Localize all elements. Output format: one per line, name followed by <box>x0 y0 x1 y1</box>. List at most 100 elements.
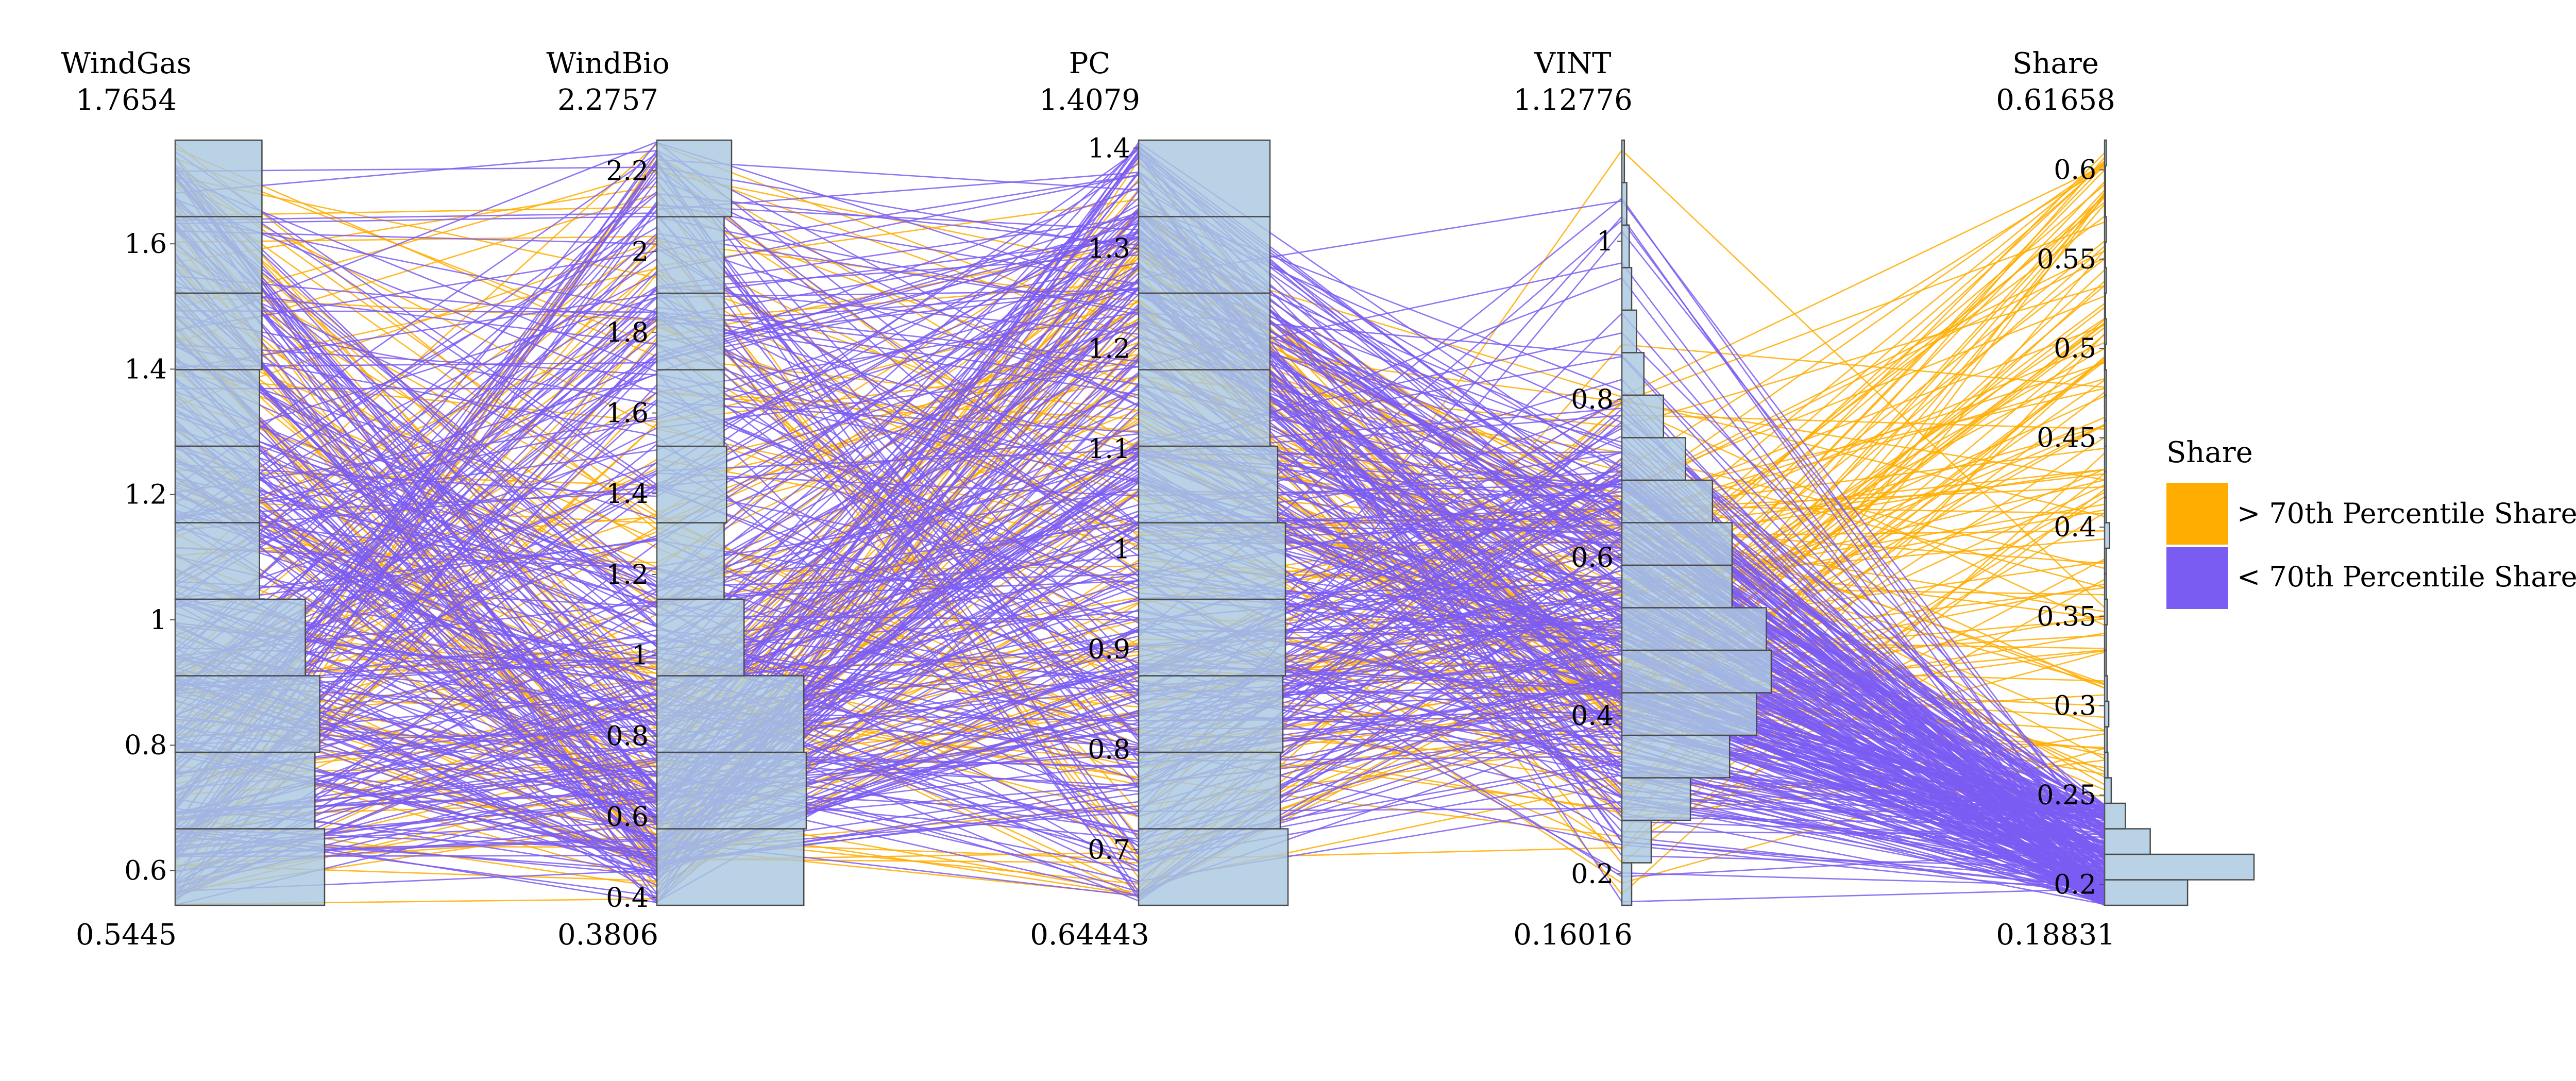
histogram-bar <box>1621 309 1637 353</box>
histogram-bar <box>174 139 263 217</box>
tick-label: 0.2 <box>1571 859 1614 890</box>
histogram-bar <box>656 522 725 600</box>
tick-label: 0.6 <box>606 802 649 833</box>
histogram-bar <box>656 675 805 753</box>
tick-label: 0.2 <box>2054 870 2096 901</box>
histogram-bar <box>1621 734 1731 779</box>
histogram-bar <box>174 369 260 447</box>
histogram-bar <box>656 445 727 523</box>
histogram-bar <box>174 216 263 294</box>
histogram-bar <box>1621 522 1733 566</box>
axis-name: VINT <box>1534 47 1612 80</box>
histogram-bar <box>1621 607 1767 651</box>
legend-title: Share <box>2166 436 2253 469</box>
tick-label: 1.4 <box>124 354 167 385</box>
histogram-bar <box>174 522 260 600</box>
histogram-bar <box>656 216 725 294</box>
tick-label: 0.4 <box>606 883 649 914</box>
tick-label: 2 <box>632 237 649 267</box>
tick-label: 1.3 <box>1088 233 1130 264</box>
tick-label: 1.2 <box>124 480 167 511</box>
axis-max-label: 1.7654 <box>76 83 177 117</box>
histogram-bar <box>1138 675 1284 753</box>
histogram-bar <box>2104 777 2112 804</box>
histogram-bar <box>1138 292 1271 370</box>
histogram-bar <box>1621 649 1772 694</box>
histogram-bar <box>1621 777 1691 821</box>
tick-label: 0.35 <box>2037 601 2096 632</box>
histogram-bar <box>174 445 260 523</box>
histogram-bar <box>174 598 306 677</box>
histogram-bar <box>1621 437 1686 481</box>
tick-label: 0.9 <box>1088 634 1130 665</box>
tick-label: 1.8 <box>606 317 649 348</box>
tick-label: 0.8 <box>124 730 167 761</box>
tick-label: 1.4 <box>1088 133 1130 164</box>
histogram-bar <box>2104 802 2126 830</box>
axis-min-label: 0.16016 <box>1513 918 1633 952</box>
histogram-bar <box>1138 522 1286 600</box>
histogram-bar <box>1621 479 1714 523</box>
histograms-layer <box>174 139 2255 906</box>
tick-label: 0.4 <box>1571 701 1614 732</box>
tick-label: 0.8 <box>606 721 649 752</box>
histogram-bar <box>2104 853 2255 881</box>
axis-max-label: 2.2757 <box>557 83 658 117</box>
tick-label: 1 <box>1113 534 1130 565</box>
axis-min-label: 0.5445 <box>76 918 177 952</box>
histogram-bar <box>1621 692 1757 736</box>
histogram-bar <box>656 598 745 677</box>
histogram-bar <box>656 139 733 217</box>
tick-label: 0.6 <box>1571 543 1614 573</box>
tick-label: 1 <box>150 605 167 636</box>
tick-label: 1.2 <box>1088 333 1130 364</box>
tick-label: 0.6 <box>2054 155 2096 186</box>
histogram-bar <box>1138 445 1279 523</box>
histogram-bar <box>2104 879 2189 906</box>
tick-label: 0.8 <box>1088 734 1130 765</box>
legend-swatch-above <box>2166 483 2228 545</box>
axis-min-label: 0.18831 <box>1996 918 2115 952</box>
tick-label: 1.2 <box>606 560 649 590</box>
axis-max-label: 0.61658 <box>1996 83 2115 117</box>
tick-label: 0.5 <box>2054 333 2096 364</box>
axis-max-label: 1.4079 <box>1039 83 1140 117</box>
histogram-bar <box>656 751 807 830</box>
tick-label: 0.55 <box>2037 244 2096 275</box>
axis-max-label: 1.12776 <box>1513 83 1633 117</box>
histogram-bar <box>1621 182 1628 226</box>
histogram-bar <box>1621 819 1652 864</box>
axis-name: PC <box>1069 47 1111 80</box>
tick-label: 0.7 <box>1088 835 1130 866</box>
histogram-bar <box>2104 828 2151 855</box>
histogram-bar <box>1621 267 1633 311</box>
legend-label-above: > 70th Percentile Share <box>2237 497 2576 530</box>
tick-label: 1 <box>1597 226 1614 257</box>
histogram-bar <box>1621 394 1665 438</box>
tick-label: 1.4 <box>606 479 649 510</box>
tick-label: 0.3 <box>2054 691 2096 722</box>
legend-label-below: < 70th Percentile Share <box>2237 561 2576 593</box>
histogram-bar <box>174 675 320 753</box>
tick-label: 0.45 <box>2037 423 2096 454</box>
axis-name: WindGas <box>61 47 191 80</box>
axis-min-label: 0.64443 <box>1030 918 1149 952</box>
tick-label: 2.2 <box>606 156 649 187</box>
axis-name: Share <box>2012 47 2099 80</box>
histogram-bar <box>656 369 725 447</box>
tick-label: 0.25 <box>2037 780 2096 811</box>
histogram-bar <box>1621 224 1630 268</box>
tick-label: 1.1 <box>1088 434 1130 465</box>
histogram-bar <box>1138 216 1271 294</box>
histogram-bar <box>2104 700 2110 728</box>
histogram-bar <box>174 751 316 830</box>
histogram-bar <box>656 292 725 370</box>
histogram-bar <box>1138 828 1289 906</box>
axis-name: WindBio <box>546 47 669 80</box>
histogram-bar <box>1621 862 1633 906</box>
legend: Share > 70th Percentile Share < 70th Per… <box>2166 436 2576 609</box>
tick-label: 1.6 <box>606 398 649 429</box>
histogram-bar <box>1138 598 1286 677</box>
